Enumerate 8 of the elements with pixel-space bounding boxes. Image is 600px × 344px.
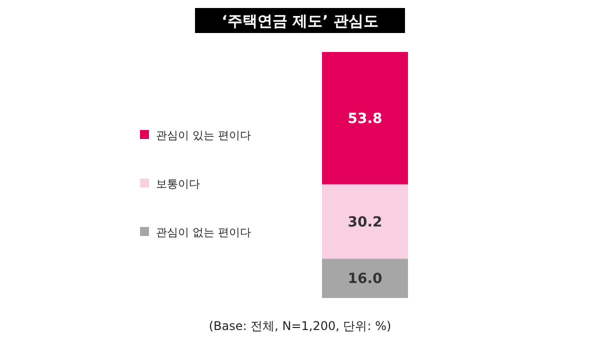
data-label: 53.8 — [348, 111, 382, 128]
text: (Base: 전체, N=1,200, 단위: %) — [208, 319, 392, 334]
chart-title: ‘주택연금 제도’ 관심도 — [222, 12, 378, 30]
legend-label: 관심이 없는 편이다 — [156, 226, 251, 239]
legend-label: 관심이 있는 편이다 — [156, 128, 251, 142]
legend-label: 보통이다 — [156, 177, 200, 190]
data-label: 30.2 — [348, 214, 382, 230]
data-label: 16.0 — [348, 271, 383, 288]
